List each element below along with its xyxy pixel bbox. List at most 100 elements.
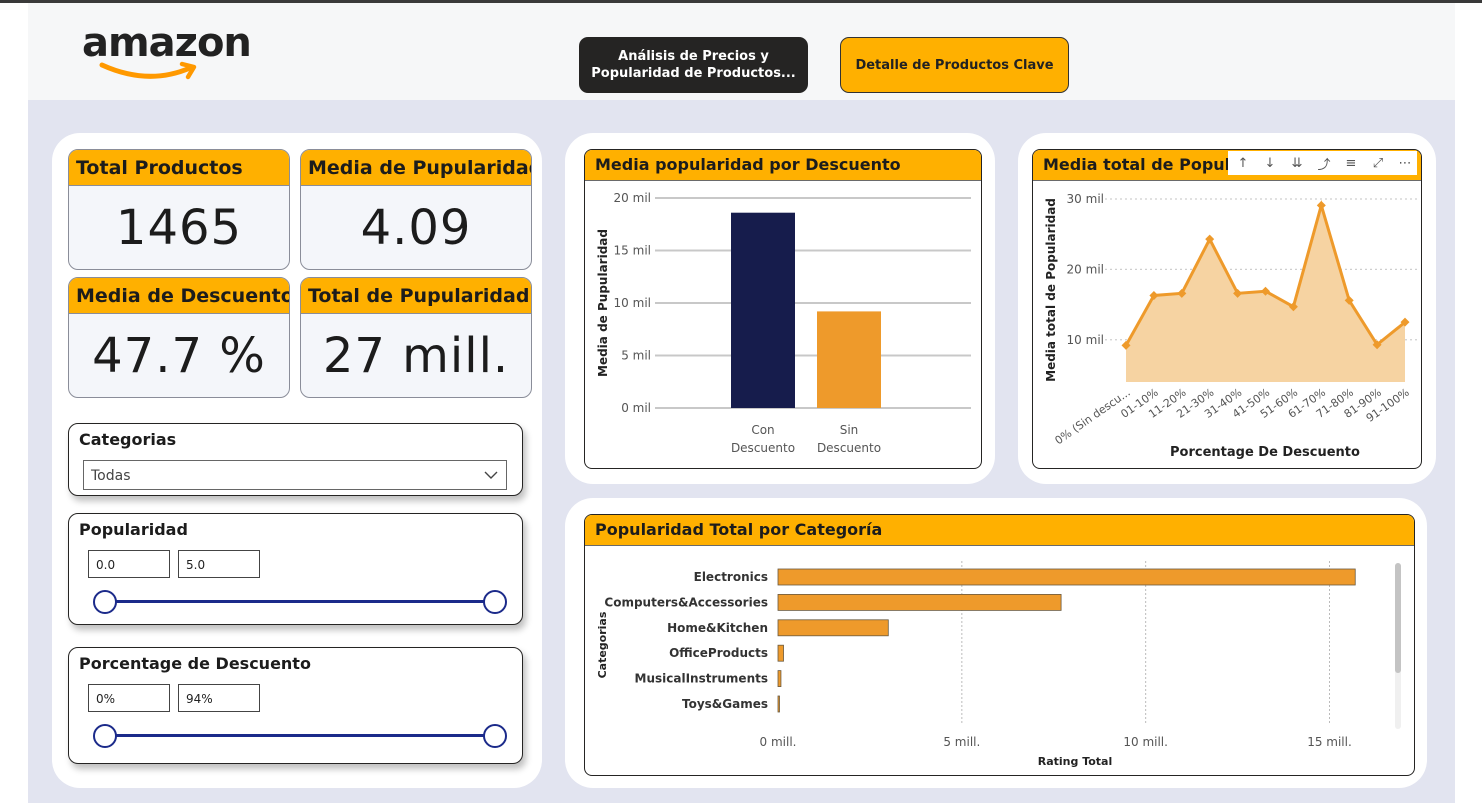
card-title: Total Productos xyxy=(69,150,289,186)
card-value: 4.09 xyxy=(360,200,472,256)
popularidad-slider-track[interactable] xyxy=(105,600,495,603)
hbar-chart-svg: 0 mill. 5 mill. 10 mill. 15 mill. Electronic… xyxy=(596,561,1356,768)
more-options-icon[interactable]: ⋯ xyxy=(1393,151,1417,175)
data-point xyxy=(1400,317,1410,327)
y-tick-label: MusicalInstruments xyxy=(635,672,768,686)
y-tick-label: 0 mil xyxy=(621,401,651,415)
data-point xyxy=(1121,340,1131,350)
nav-button-label-line2: Popularidad de Productos... xyxy=(591,66,796,81)
popularidad-max-input[interactable]: 5.0 xyxy=(178,550,260,578)
y-tick-label: 30 mil xyxy=(1067,192,1104,206)
nav-button-analisis[interactable]: Análisis de Precios y Popularidad de Pro… xyxy=(579,37,808,93)
x-tick-label: 0 mill. xyxy=(760,735,797,749)
card-title: Media de Descuento xyxy=(69,278,289,314)
card-value: 47.7 % xyxy=(92,328,266,384)
y-axis-title: Categorias xyxy=(596,611,609,678)
bar-chart-svg: 0 mil 5 mil 10 mil 15 mil 20 mil Media de Pup… xyxy=(596,191,971,455)
nav-button-label-line1: Análisis de Precios y xyxy=(618,49,769,64)
bar xyxy=(777,644,784,662)
popularidad-slider-max-handle[interactable] xyxy=(483,590,507,614)
chevron-down-icon xyxy=(484,471,498,479)
chart-title: Media popularidad por Descuento xyxy=(585,150,981,181)
y-axis-title: Media de Pupularidad xyxy=(596,229,610,377)
scrollbar-thumb[interactable] xyxy=(1395,563,1401,673)
x-axis-title: Porcentage De Descuento xyxy=(1170,445,1360,460)
x-axis-title: Rating Total xyxy=(1038,755,1113,768)
bar xyxy=(777,594,1062,611)
card-value: 1465 xyxy=(115,200,243,256)
arrow-up-icon[interactable]: ↑ xyxy=(1231,151,1255,175)
slicer-title: Categorias xyxy=(79,430,177,449)
data-point xyxy=(1233,288,1243,298)
y-tick-label: Electronics xyxy=(694,570,768,584)
y-tick-label: 15 mil xyxy=(614,244,651,258)
popularidad-slider-min-handle[interactable] xyxy=(93,590,117,614)
bar xyxy=(777,568,1356,586)
slicer-title: Popularidad xyxy=(79,520,188,539)
y-tick-label: 20 mil xyxy=(1067,262,1104,276)
double-arrow-down-icon[interactable]: ⇊ xyxy=(1285,151,1309,175)
y-tick-label: Home&Kitchen xyxy=(667,621,768,635)
descuento-max-input[interactable]: 94% xyxy=(178,684,260,712)
descuento-slider-track[interactable] xyxy=(105,734,495,737)
focus-mode-icon[interactable]: ⤢ xyxy=(1366,151,1390,175)
data-point xyxy=(1316,200,1326,210)
popularidad-min-input[interactable]: 0.0 xyxy=(88,550,170,578)
slicer-title: Porcentage de Descuento xyxy=(79,654,311,673)
logo-wordmark: amazon xyxy=(82,20,252,66)
dropdown-selected-value: Todas xyxy=(91,468,131,484)
x-tick-label: 5 mill. xyxy=(943,735,980,749)
y-tick-label: OfficeProducts xyxy=(669,646,768,660)
chart-media-total-popularidad[interactable]: Media total de Populari ↑ ↓ ⇊ ⤴ ≡ ⤢ ⋯ 10 mil 20… xyxy=(1032,149,1422,469)
data-point xyxy=(1205,234,1215,244)
x-tick-label: Sin xyxy=(840,423,859,437)
slicer-popularidad: Popularidad 0.0 5.0 xyxy=(68,513,523,625)
card-media-pupularidad: Media de Pupularidad 4.09 xyxy=(300,149,532,270)
data-point xyxy=(1177,288,1187,298)
drill-icon[interactable]: ⤴ xyxy=(1312,151,1336,175)
slicer-porcentage-descuento: Porcentage de Descuento 0% 94% xyxy=(68,647,523,764)
smile-arrow-icon xyxy=(99,61,197,80)
y-tick-label: Toys&Games xyxy=(682,697,768,711)
x-tick-label: Con xyxy=(751,423,774,437)
x-tick-label: 10 mill. xyxy=(1123,735,1168,749)
descuento-min-input[interactable]: 0% xyxy=(88,684,170,712)
data-point xyxy=(1288,302,1298,312)
card-media-descuento: Media de Descuento 47.7 % xyxy=(68,277,290,398)
nav-button-detalle[interactable]: Detalle de Productos Clave xyxy=(840,37,1069,93)
categorias-dropdown[interactable]: Todas xyxy=(83,460,507,490)
slicer-categorias: Categorias Todas xyxy=(68,423,523,496)
data-point xyxy=(1261,286,1270,296)
y-tick-label: 20 mil xyxy=(614,191,651,205)
card-total-pupularidad: Total de Pupularidad 27 mill. xyxy=(300,277,532,398)
card-title: Total de Pupularidad xyxy=(301,278,531,314)
x-tick-label: 15 mill. xyxy=(1307,735,1352,749)
x-tick-label: Descuento xyxy=(731,441,795,455)
filter-icon[interactable]: ≡ xyxy=(1339,151,1363,175)
visual-header-toolbar: ↑ ↓ ⇊ ⤴ ≡ ⤢ ⋯ xyxy=(1228,151,1417,175)
data-point xyxy=(1149,290,1159,300)
y-tick-label: 10 mil xyxy=(1067,333,1104,347)
y-tick-label: 5 mil xyxy=(621,349,651,363)
descuento-slider-max-handle[interactable] xyxy=(483,724,507,748)
card-value: 27 mill. xyxy=(322,328,510,384)
arrow-down-icon[interactable]: ↓ xyxy=(1258,151,1282,175)
data-point xyxy=(1372,340,1382,350)
chart-popularidad-categoria[interactable]: Popularidad Total por Categoría 0 mill. 5… xyxy=(584,514,1415,776)
bar xyxy=(777,619,889,637)
card-title: Media de Pupularidad xyxy=(301,150,531,186)
descuento-slider-min-handle[interactable] xyxy=(93,724,117,748)
bar xyxy=(777,695,780,713)
window-top-border xyxy=(0,0,1482,3)
bar xyxy=(817,311,881,408)
data-point xyxy=(1344,295,1354,305)
card-total-productos: Total Productos 1465 xyxy=(68,149,290,270)
x-tick-label: Descuento xyxy=(817,441,881,455)
chart-media-popularidad-descuento[interactable]: Media popularidad por Descuento 0 mil 5 m… xyxy=(584,149,982,469)
nav-button-label: Detalle de Productos Clave xyxy=(855,57,1054,73)
amazon-logo: amazon xyxy=(82,20,252,80)
y-tick-label: 10 mil xyxy=(614,296,651,310)
y-tick-label: Computers&Accessories xyxy=(604,595,768,609)
chart-title: Popularidad Total por Categoría xyxy=(585,515,1414,546)
y-axis-title: Media total de Popularidad xyxy=(1044,198,1058,382)
